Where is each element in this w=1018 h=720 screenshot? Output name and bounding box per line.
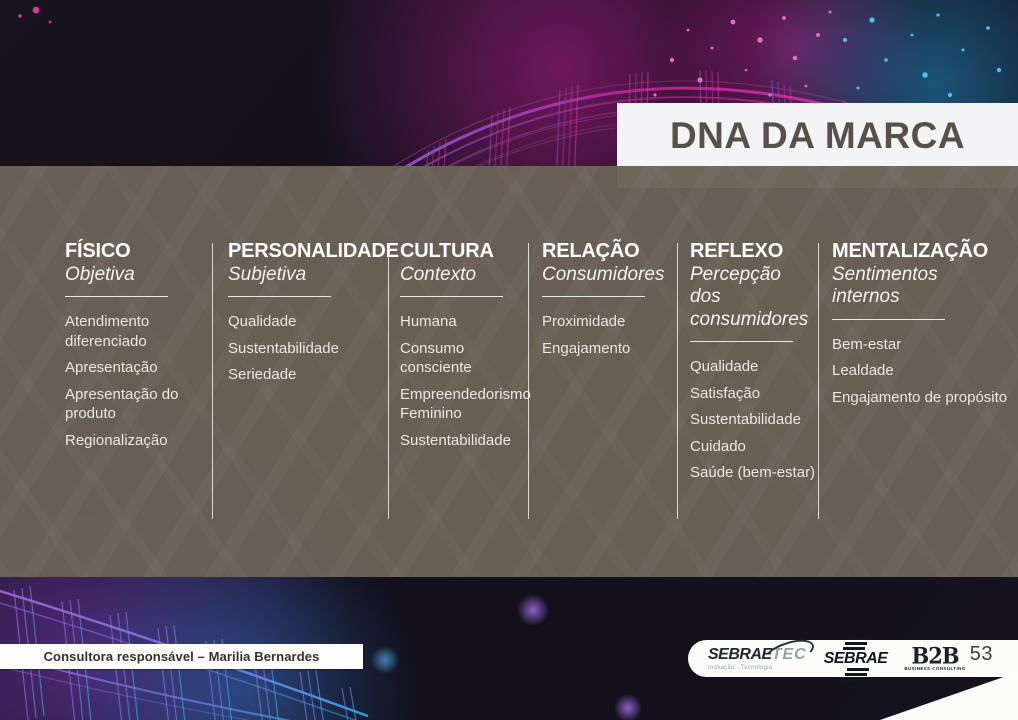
column-subtitle: Percepção dos consumidores	[690, 264, 809, 330]
column-item: Proximidade	[542, 313, 626, 331]
column-item: Apresentação do produto	[65, 385, 179, 423]
consultant-bar: Consultora responsável – Marilia Bernard…	[0, 644, 363, 669]
content-panel: FÍSICO Objetiva Atendimento diferenciado…	[0, 166, 1018, 577]
dna-column: CULTURA Contexto Humana Consumo conscien…	[388, 240, 531, 457]
column-title: CULTURA	[400, 240, 494, 262]
column-underline-rule	[228, 296, 331, 298]
column-item: Cuidado	[690, 437, 746, 455]
brand-dna-columns: FÍSICO Objetiva Atendimento diferenciado…	[0, 240, 1018, 490]
column-item: Regionalização	[65, 431, 168, 449]
column-item: Seriedade	[228, 366, 297, 384]
b2b-tagline: BUSINESS CONSULTING	[904, 666, 966, 672]
column-underline-rule	[542, 296, 645, 298]
column-underline-rule	[400, 296, 503, 298]
column-separator-line	[528, 243, 529, 519]
column-item: Empreendedorismo Feminino	[400, 385, 531, 423]
sebraetec-tagline: Inovação - Tecnologia	[708, 664, 773, 671]
column-title: PERSONALIDADE	[228, 240, 399, 262]
column-item-list: Qualidade Satisfação Sustentabilidade Cu…	[690, 357, 818, 483]
dna-column: PERSONALIDADE Subjetiva Qualidade Susten…	[212, 240, 399, 392]
column-subtitle: Sentimentos internos	[832, 264, 938, 308]
column-underline-rule	[832, 318, 945, 320]
sebrae-logo: SEBRAE	[823, 636, 888, 681]
column-separator-line	[212, 243, 213, 519]
sebraetec-tec-suffix: TEC	[771, 645, 807, 663]
column-item-list: Humana Consumo consciente Empreendedoris…	[400, 312, 531, 450]
sebraetec-wordmark: SEBRAE	[708, 645, 772, 663]
column-item: Qualidade	[228, 313, 297, 331]
column-title: RELAÇÃO	[542, 240, 640, 262]
column-item: Consumo consciente	[400, 339, 472, 377]
column-item: Sustentabilidade	[690, 411, 801, 429]
sebrae-bars-icon	[842, 636, 871, 650]
column-item: Saúde (bem-estar)	[690, 464, 816, 482]
column-item: Sustentabilidade	[400, 431, 511, 449]
dna-column: FÍSICO Objetiva Atendimento diferenciado…	[0, 240, 212, 457]
column-item-list: Bem-estar Lealdade Engajamento de propós…	[832, 335, 1018, 408]
column-item-list: Qualidade Sustentabilidade Seriedade	[228, 312, 388, 385]
column-title: REFLEXO	[690, 240, 784, 262]
column-item: Apresentação	[65, 359, 158, 377]
column-separator-line	[818, 243, 819, 519]
column-title: FÍSICO	[65, 240, 131, 262]
column-item: Engajamento de propósito	[832, 388, 1008, 406]
sebraetec-logo: SEBRAE TEC Inovação - Tecnologia	[708, 634, 817, 671]
sebrae-bars-icon	[840, 667, 869, 681]
footer-logo-ribbon: SEBRAE TEC Inovação - Tecnologia SEBRAE B…	[688, 634, 1018, 681]
dna-column: MENTALIZAÇÃO Sentimentos internos Bem-es…	[818, 240, 1018, 414]
column-item: Lealdade	[832, 362, 894, 380]
column-item-list: Atendimento diferenciado Apresentação Ap…	[65, 312, 212, 450]
column-item: Sustentabilidade	[228, 339, 339, 357]
consultant-label: Consultora responsável – Marilia Bernard…	[43, 649, 320, 664]
column-separator-line	[388, 243, 389, 519]
b2b-wordmark: B2B	[911, 642, 959, 669]
column-title: MENTALIZAÇÃO	[832, 240, 989, 262]
column-item: Satisfação	[690, 384, 761, 402]
dna-column: RELAÇÃO Consumidores Proximidade Engajam…	[528, 240, 677, 365]
column-separator-line	[677, 243, 678, 519]
column-subtitle: Subjetiva	[228, 264, 307, 285]
column-underline-rule	[65, 296, 168, 298]
column-item-list: Proximidade Engajamento	[542, 312, 677, 358]
column-item: Atendimento diferenciado	[65, 313, 150, 350]
column-subtitle: Objetiva	[65, 264, 135, 285]
column-item: Humana	[400, 313, 457, 331]
column-subtitle: Consumidores	[542, 264, 665, 285]
page-number: 53	[969, 643, 993, 665]
column-underline-rule	[690, 341, 793, 343]
column-item: Engajamento	[542, 339, 631, 357]
page-title: DNA DA MARCA	[669, 115, 966, 156]
sebrae-wordmark: SEBRAE	[823, 649, 888, 667]
column-item: Bem-estar	[832, 335, 902, 353]
column-subtitle: Contexto	[400, 264, 477, 285]
column-item: Qualidade	[690, 358, 759, 376]
b2b-logo: B2B BUSINESS CONSULTING	[904, 645, 965, 672]
dna-column: REFLEXO Percepção dos consumidores Quali…	[677, 240, 818, 490]
